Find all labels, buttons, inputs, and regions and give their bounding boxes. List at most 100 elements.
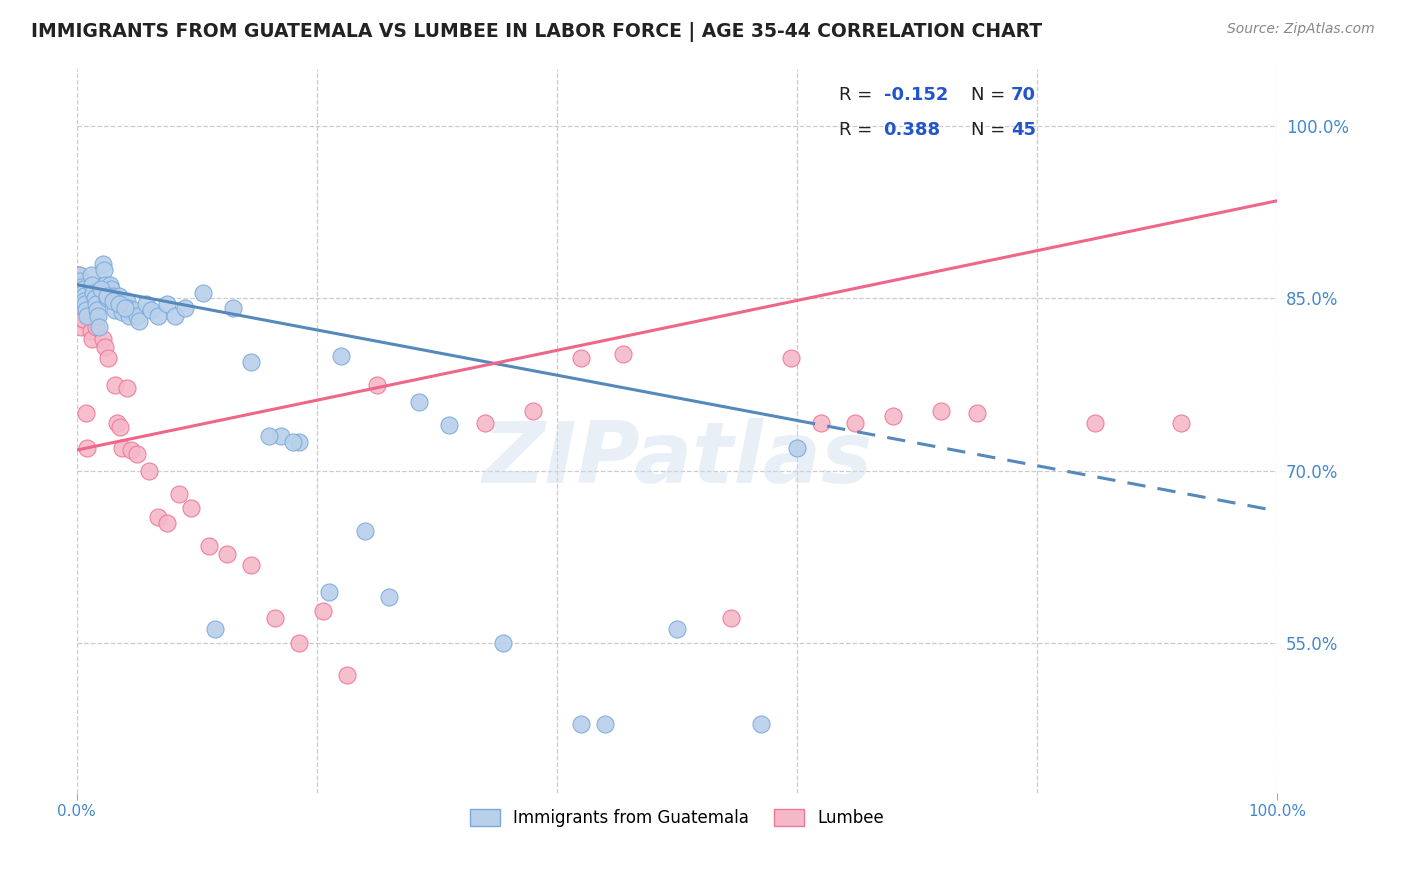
Point [101,289,124,303]
Point [125,446,148,460]
Point [593,716,616,731]
Point [83,312,105,326]
Point [100,282,122,296]
Point [97,351,120,366]
Point [128,314,150,328]
Point [98,277,121,292]
Point [82,277,104,292]
Text: R =: R = [839,121,879,139]
Point [118,309,141,323]
Point [882,409,904,423]
Point [180,500,202,515]
Point [163,309,186,323]
Point [94,277,117,292]
Point [257,429,280,443]
Point [810,416,832,430]
Point [366,377,388,392]
Point [749,716,772,731]
Point [70,280,93,294]
Point [111,305,134,319]
Point [75,406,97,420]
Point [96,292,118,306]
Point [239,354,262,368]
Point [76,441,98,455]
Point [107,289,129,303]
Point [318,584,340,599]
Point [353,524,375,538]
Point [72,312,94,326]
Point [91,257,114,271]
Legend: Immigrants from Guatemala, Lumbee: Immigrants from Guatemala, Lumbee [461,800,893,835]
Point [287,435,309,450]
Point [569,351,592,366]
Point [83,292,105,306]
Point [115,381,138,395]
Text: ZIPatlas: ZIPatlas [482,418,872,501]
Point [569,716,592,731]
Point [82,332,104,346]
Point [69,312,91,326]
Point [135,297,157,311]
Point [94,340,117,354]
Point [281,435,304,450]
Point [73,297,96,311]
Point [80,268,103,283]
Point [844,416,866,430]
Point [336,668,359,682]
Text: 0.388: 0.388 [883,121,941,139]
Point [1170,416,1192,430]
Point [73,289,96,303]
Point [87,309,110,323]
Point [111,441,134,455]
Point [104,302,127,317]
Point [173,301,195,315]
Point [312,604,335,618]
Point [138,464,160,478]
Point [197,539,219,553]
Point [120,443,142,458]
Point [89,320,111,334]
Point [612,346,634,360]
Point [287,636,309,650]
Point [90,282,112,296]
Point [84,320,107,334]
Point [108,293,131,308]
Point [125,309,148,323]
Point [69,274,91,288]
Point [104,377,127,392]
Point [73,293,96,308]
Point [221,301,243,315]
Point [76,309,98,323]
Point [148,309,170,323]
Point [929,404,952,418]
Point [91,332,114,346]
Point [139,302,162,317]
Point [156,516,179,530]
Point [82,285,104,300]
Text: N =: N = [972,121,1011,139]
Text: 70: 70 [1011,86,1036,103]
Point [75,302,97,317]
Point [666,623,689,637]
Point [408,395,430,409]
Point [215,547,238,561]
Point [80,324,103,338]
Point [204,623,226,637]
Point [191,285,214,300]
Point [492,636,515,650]
Point [966,406,988,420]
Point [70,320,93,334]
Point [103,293,125,308]
Point [156,297,179,311]
Point [474,416,496,430]
Point [329,349,352,363]
Point [263,611,285,625]
Point [437,417,460,432]
Point [72,282,94,296]
Point [93,262,115,277]
Point [86,302,108,317]
Point [148,509,170,524]
Point [378,591,401,605]
Point [96,289,118,303]
Point [105,416,128,430]
